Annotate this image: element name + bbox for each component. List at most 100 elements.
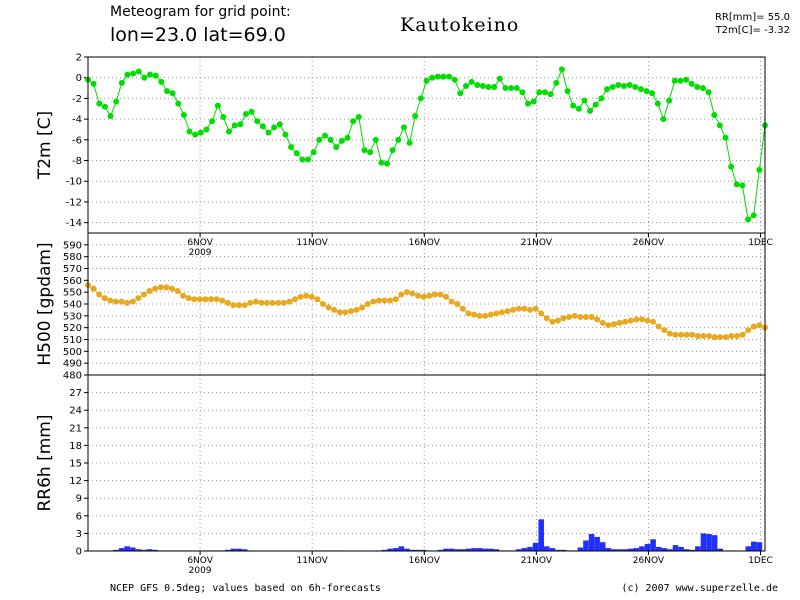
rr-bar <box>124 546 130 551</box>
h500-point <box>409 290 416 297</box>
h500-point <box>633 316 640 323</box>
h500-point <box>443 293 450 300</box>
t2m-point <box>666 97 673 104</box>
h500-point <box>420 293 427 300</box>
t2m-point <box>429 74 436 81</box>
t2m-point <box>180 111 187 118</box>
t2m-point <box>135 68 142 75</box>
title-line-1: Meteogram for grid point: <box>110 4 291 20</box>
t2m-point <box>660 116 667 123</box>
t2m-point <box>293 150 300 157</box>
t2m-point <box>209 118 216 125</box>
h500-point <box>527 306 534 313</box>
rr-bar <box>225 549 231 551</box>
t2m-point <box>502 85 509 92</box>
y-tick-label: -8 <box>72 156 82 167</box>
y-tick-label: 2 <box>76 53 82 64</box>
h500-point <box>734 332 741 339</box>
t2m-point <box>344 134 351 141</box>
t2m-point <box>519 89 526 96</box>
t2m-point <box>446 73 453 80</box>
h500-point <box>219 297 226 304</box>
y-axis-label: RR6h [mm] <box>35 414 55 511</box>
h500-point <box>482 312 489 319</box>
y-tick-label: 21 <box>69 423 82 434</box>
rr-bar <box>588 533 595 551</box>
rr-bar <box>454 549 461 551</box>
h500-point <box>431 291 438 298</box>
t2m-point <box>711 111 718 118</box>
rr-bar <box>488 548 494 551</box>
h500-point <box>224 299 231 306</box>
rr-bar <box>527 546 533 551</box>
h500-point <box>566 314 573 321</box>
date-tick-sublabel: 2009 <box>189 248 212 258</box>
t2m-point <box>90 80 97 87</box>
t2m-point <box>688 80 695 87</box>
y-tick-label: 550 <box>63 288 82 299</box>
t2m-point <box>220 114 227 121</box>
rr-bar <box>577 547 584 551</box>
t2m-point <box>192 131 199 138</box>
h500-point <box>342 309 349 316</box>
h500-point <box>392 296 399 303</box>
h500-point <box>398 291 405 298</box>
t2m-point <box>423 77 430 84</box>
h500-point <box>124 299 131 306</box>
y-tick-label: 12 <box>69 476 82 487</box>
y-tick-label: -6 <box>72 135 82 146</box>
t2m-point <box>508 85 515 92</box>
y-tick-label: -14 <box>66 218 82 229</box>
footer-credit: (c) 2007 www.superzelle.de <box>621 583 778 594</box>
t2m-point <box>716 122 723 129</box>
rr-bar <box>398 546 405 551</box>
h500-point <box>454 301 461 307</box>
t2m-point <box>130 70 137 77</box>
h500-point <box>750 323 757 330</box>
h500-point <box>297 293 304 300</box>
t2m-point <box>338 137 345 144</box>
rr-bar <box>460 549 466 551</box>
h500-point <box>521 305 528 312</box>
y-tick-label: 480 <box>63 371 82 382</box>
h500-point <box>230 302 237 309</box>
t2m-point <box>609 84 616 91</box>
rr-bar <box>695 546 701 551</box>
y-tick-label: 560 <box>63 276 82 287</box>
h500-point <box>375 297 382 304</box>
t2m-point <box>649 90 656 97</box>
h500-point <box>493 310 500 317</box>
rr-bar <box>415 549 421 551</box>
t2m-point <box>214 102 221 109</box>
h500-point <box>745 327 752 334</box>
h500-point <box>515 305 522 312</box>
t2m-point <box>305 156 312 163</box>
rr-bar <box>756 542 763 551</box>
h500-point <box>107 297 114 304</box>
rr-bar <box>672 545 679 551</box>
h500-point <box>499 309 506 316</box>
t2m-point <box>592 101 599 108</box>
h500-point <box>364 301 371 307</box>
rr-bar <box>146 549 153 551</box>
t2m-point <box>722 134 729 141</box>
rr-bar <box>471 548 477 551</box>
h500-point <box>476 312 483 319</box>
h500-point <box>146 287 153 294</box>
h500-point <box>370 298 377 305</box>
t2m-point <box>468 78 475 85</box>
y-tick-label: -10 <box>66 177 82 188</box>
t2m-point <box>288 144 295 151</box>
rr-bar <box>599 542 606 551</box>
h500-point <box>661 327 668 334</box>
h500-point <box>168 285 175 292</box>
h500-point <box>655 323 662 330</box>
t2m-point <box>547 91 554 98</box>
h500-point <box>157 284 164 291</box>
t2m-point <box>440 73 447 80</box>
h500-point <box>247 299 254 306</box>
t2m-point <box>694 84 701 91</box>
h500-point <box>258 299 265 306</box>
date-tick-label: 1DEC <box>748 238 773 248</box>
summary-rr: RR[mm]= 55.0 <box>714 12 790 23</box>
